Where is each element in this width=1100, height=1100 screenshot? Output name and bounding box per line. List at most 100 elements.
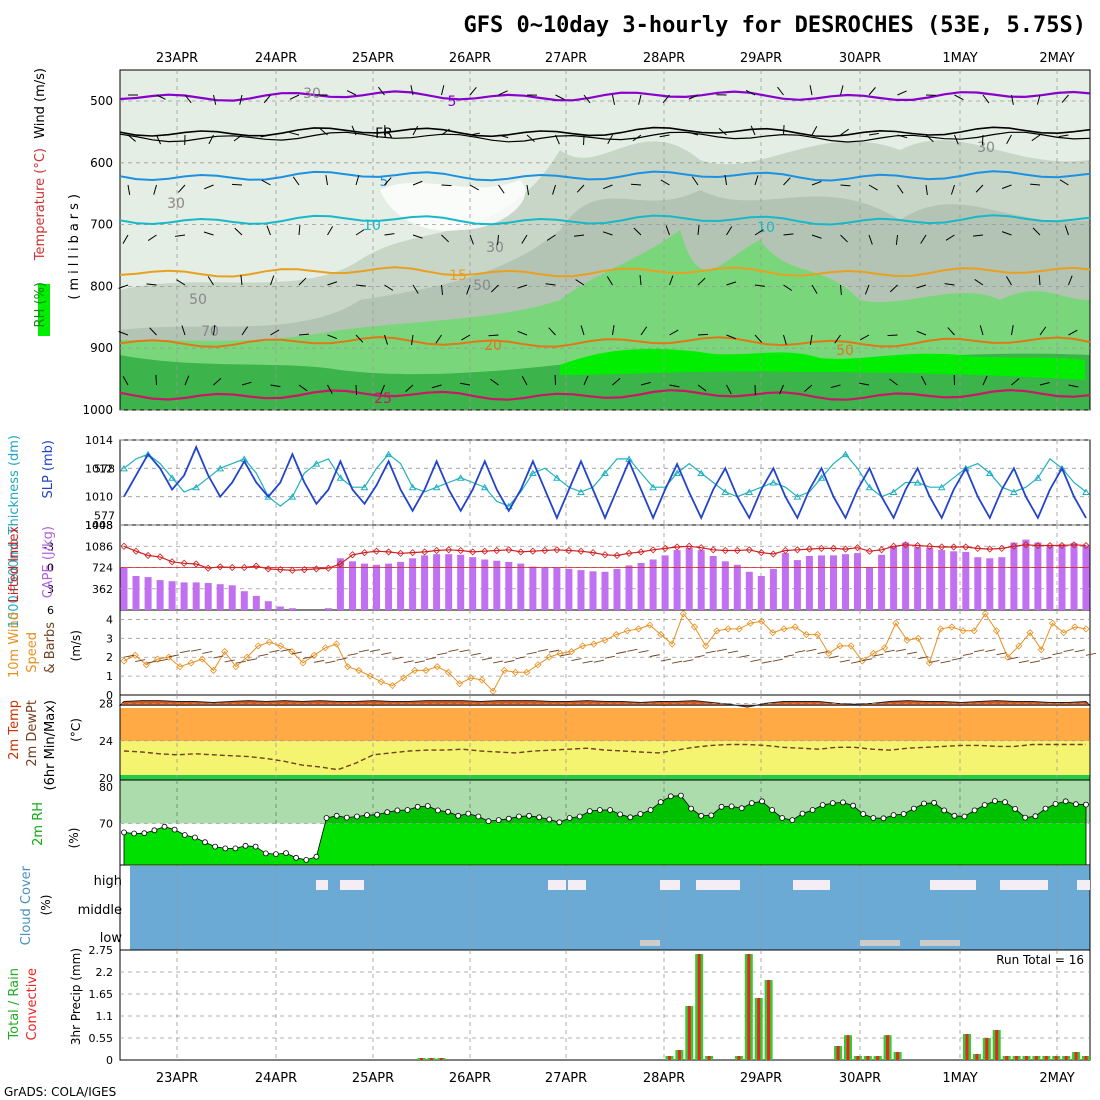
credit-label: GrADS: COLA/IGES <box>4 1085 116 1099</box>
rh2m-label: 2m RH <box>31 802 46 846</box>
slp-label: SLP (mb) <box>41 440 56 499</box>
wind-barb <box>1039 382 1050 386</box>
wind-barb <box>1061 94 1069 103</box>
rh2m-point <box>1032 813 1039 820</box>
wind-barb <box>583 375 589 386</box>
wind-speed-point <box>992 627 1001 635</box>
wind-speed-point <box>299 659 307 667</box>
wind-barb <box>176 279 186 286</box>
precip-convective-bar <box>1054 1056 1058 1060</box>
wind10-units: (m/s) <box>69 630 83 661</box>
wind-speed-point <box>881 644 889 652</box>
lifted-index-point <box>216 563 224 571</box>
rh2m-point <box>657 799 664 805</box>
wind-barb <box>947 327 955 336</box>
cape-bar <box>1022 539 1030 610</box>
wind-barb <box>298 333 310 336</box>
wind-barb <box>925 134 934 143</box>
wind-speed-point <box>780 625 788 633</box>
wind-barb <box>809 334 813 345</box>
rh2m-point <box>1002 799 1008 805</box>
rh2m-point <box>566 815 573 821</box>
wind-speed-point <box>165 653 173 661</box>
lifted-index-line <box>123 544 1087 571</box>
wind-barb <box>860 334 870 341</box>
rh-clear-patch <box>380 180 526 231</box>
wind-speed-point <box>679 610 687 618</box>
wind10-label-3: & Barbs <box>43 622 58 674</box>
wind-barb-10m <box>470 652 481 656</box>
rh2m-point <box>384 809 391 816</box>
wind-barb <box>574 234 585 237</box>
wind-barb <box>270 384 281 388</box>
contour-label: 15 <box>449 268 467 284</box>
rh2m-point <box>961 813 968 820</box>
rh2m-point <box>748 800 755 806</box>
precip-convective-bar <box>1034 1056 1038 1060</box>
thickness-point <box>745 488 754 495</box>
cape-bar <box>1082 545 1090 610</box>
wind-barb <box>127 134 136 142</box>
wind-speed-point <box>657 630 665 639</box>
wind-barb <box>1058 134 1069 138</box>
wind-barb <box>184 94 192 104</box>
wind-barb <box>555 94 565 100</box>
contour-label: 30 <box>303 86 321 102</box>
lifted-index-point <box>805 545 813 553</box>
wind-speed-point <box>813 630 822 639</box>
thickness-point <box>360 483 369 491</box>
wind-barb <box>207 276 214 286</box>
lifted-index-point <box>613 551 621 560</box>
rh2m-point <box>1083 801 1089 808</box>
wind-speed-point <box>142 661 150 669</box>
precip-convective-bar <box>429 1058 433 1060</box>
rh2m-point <box>718 803 725 810</box>
lifted-index-point <box>397 549 405 557</box>
wind-barb <box>1006 276 1012 286</box>
precip-tick: 1.65 <box>89 988 114 1001</box>
wind-barb <box>441 85 445 96</box>
cloud-cover-fill <box>130 866 1090 950</box>
wind-barb <box>754 334 763 343</box>
rh2m-point <box>212 843 219 850</box>
wind-barb <box>266 225 271 236</box>
wind-barb <box>147 234 157 241</box>
lifted-index-point <box>673 543 681 551</box>
wind-barb <box>945 234 955 241</box>
wind-speed-point <box>344 663 352 671</box>
wind-barb <box>233 134 243 142</box>
precip-convective-bar <box>439 1058 443 1060</box>
wind-barb-10m <box>123 654 135 658</box>
wind-barb-10m <box>739 654 750 658</box>
lifted-index-point <box>505 546 513 554</box>
thickness-point <box>841 450 850 458</box>
thickness-point <box>216 464 225 472</box>
wind-barb <box>612 378 621 386</box>
wind-barb <box>697 384 707 392</box>
rh2m-point <box>364 812 370 818</box>
wind-barb <box>974 279 984 286</box>
rh2m-point <box>597 807 603 813</box>
wind-speed-point <box>131 651 139 659</box>
lifted-index-point <box>974 544 982 552</box>
wind-barb <box>1059 179 1069 186</box>
wind-barb <box>469 184 479 191</box>
cape-bar <box>697 550 705 610</box>
wind-barb <box>546 234 556 241</box>
wind-barb <box>412 180 423 186</box>
rh2m-units: (%) <box>67 828 81 849</box>
cape-bar <box>962 551 970 610</box>
wind-barb <box>466 284 471 295</box>
rh2m-point <box>799 810 806 817</box>
rh2m-point <box>485 818 492 825</box>
wind-barb <box>925 184 928 195</box>
wind-barb <box>127 184 131 195</box>
rh2m-point <box>333 812 340 819</box>
precip-convective-bar <box>846 1035 850 1060</box>
rh2m-point <box>222 845 229 852</box>
precip-convective-bar <box>687 1006 691 1060</box>
rh2m-point <box>728 803 735 810</box>
wind-barb <box>289 94 300 100</box>
precip-convective-bar <box>668 1056 671 1060</box>
wind-barb <box>811 180 822 186</box>
